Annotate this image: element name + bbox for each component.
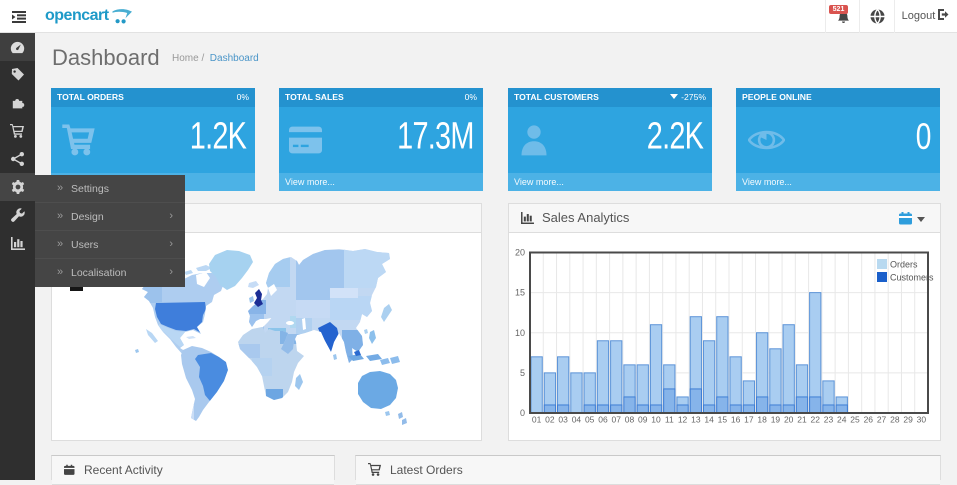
svg-text:27: 27 [877, 415, 887, 425]
svg-text:22: 22 [810, 415, 820, 425]
svg-text:02: 02 [545, 415, 555, 425]
svg-text:08: 08 [625, 415, 635, 425]
svg-text:01: 01 [532, 415, 542, 425]
svg-text:15: 15 [718, 415, 728, 425]
svg-text:26: 26 [864, 415, 874, 425]
svg-text:10: 10 [515, 328, 525, 338]
svg-text:20: 20 [515, 248, 525, 258]
svg-text:30: 30 [917, 415, 927, 425]
svg-text:Customers: Customers [890, 273, 934, 283]
svg-text:11: 11 [665, 415, 674, 425]
svg-text:03: 03 [558, 415, 568, 425]
svg-text:17: 17 [744, 415, 754, 425]
svg-text:04: 04 [572, 415, 582, 425]
svg-text:25: 25 [850, 415, 860, 425]
svg-text:13: 13 [691, 415, 701, 425]
svg-text:5: 5 [520, 368, 525, 378]
svg-text:20: 20 [784, 415, 794, 425]
svg-text:14: 14 [704, 415, 714, 425]
svg-text:24: 24 [837, 415, 847, 425]
svg-text:16: 16 [731, 415, 741, 425]
svg-text:29: 29 [903, 415, 913, 425]
svg-text:19: 19 [771, 415, 781, 425]
svg-text:18: 18 [757, 415, 767, 425]
svg-text:05: 05 [585, 415, 595, 425]
svg-text:28: 28 [890, 415, 900, 425]
svg-text:07: 07 [611, 415, 621, 425]
svg-text:23: 23 [824, 415, 834, 425]
svg-text:0: 0 [520, 408, 525, 418]
svg-text:10: 10 [651, 415, 661, 425]
svg-text:15: 15 [515, 288, 525, 298]
svg-text:21: 21 [797, 415, 807, 425]
svg-text:06: 06 [598, 415, 608, 425]
svg-text:09: 09 [638, 415, 648, 425]
svg-text:Orders: Orders [890, 260, 918, 270]
svg-text:12: 12 [678, 415, 688, 425]
